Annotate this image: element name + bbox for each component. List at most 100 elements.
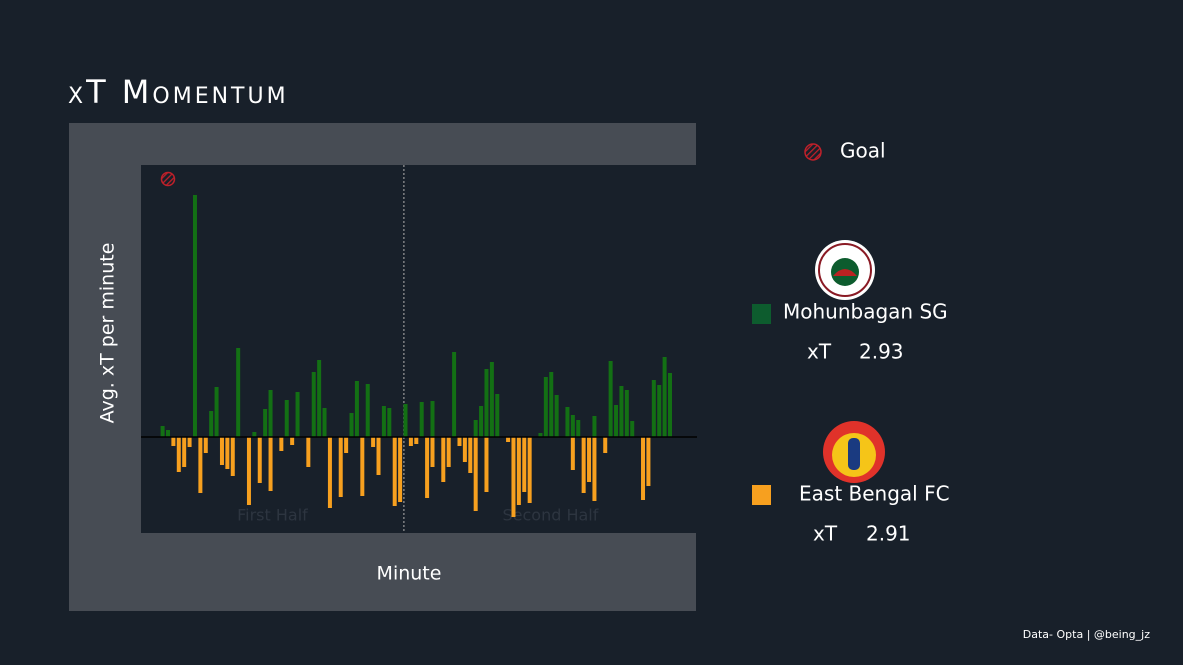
bar	[570, 437, 575, 470]
bar	[381, 406, 386, 437]
footer: Data- Opta | @being_jz	[1023, 628, 1150, 641]
bar	[662, 357, 667, 437]
bar	[214, 387, 219, 437]
bar	[257, 437, 262, 483]
bar	[576, 420, 581, 437]
bar	[462, 437, 467, 462]
bar	[446, 437, 451, 467]
bar	[587, 437, 592, 482]
bar	[306, 437, 311, 467]
bar	[565, 407, 570, 437]
bar	[484, 437, 489, 492]
bar	[279, 437, 284, 451]
legend-label: Goal	[840, 139, 886, 163]
bar	[414, 437, 419, 444]
legend-swatch	[804, 143, 822, 161]
bar	[554, 395, 559, 437]
bar	[403, 404, 408, 437]
chart-title: xT Momentum	[68, 73, 289, 111]
bar	[203, 437, 208, 453]
bar	[160, 426, 165, 437]
bar	[457, 437, 462, 446]
bar	[176, 437, 181, 472]
goal-marker	[160, 171, 176, 187]
bar	[516, 437, 521, 505]
bar	[284, 400, 289, 437]
bar	[468, 437, 473, 473]
legend: Goal Mohunbagan SG xT 2.93 East Bengal F…	[783, 139, 950, 546]
bar	[225, 437, 230, 469]
bar	[430, 401, 435, 437]
xt-label: xT	[813, 522, 838, 546]
bar	[263, 409, 268, 437]
bar	[236, 348, 241, 437]
bar	[430, 437, 435, 467]
y-axis-label: Avg. xT per minute	[97, 243, 119, 424]
bar	[408, 437, 413, 446]
bar	[317, 360, 322, 437]
bar	[230, 437, 235, 476]
bar	[360, 437, 365, 496]
half-label: Second Half	[502, 506, 598, 525]
bar	[392, 437, 397, 506]
bar	[182, 437, 187, 467]
bar	[473, 437, 478, 511]
bar	[219, 437, 224, 465]
bar	[473, 420, 478, 437]
bar	[581, 437, 586, 493]
half-label: First Half	[237, 506, 308, 525]
bar	[614, 405, 619, 437]
bar	[522, 437, 527, 492]
bar	[171, 437, 176, 446]
bar	[624, 390, 629, 437]
plot-area	[141, 165, 697, 533]
bar	[538, 433, 543, 437]
bar	[592, 416, 597, 437]
bar	[479, 406, 484, 437]
bar	[387, 408, 392, 437]
bar	[268, 437, 273, 491]
bar	[192, 195, 197, 437]
bar	[419, 402, 424, 437]
bar	[165, 430, 170, 437]
xt-total: 2.91	[866, 522, 911, 546]
xt-label: xT	[807, 340, 832, 364]
bar	[646, 437, 651, 486]
bar	[376, 437, 381, 475]
bar	[268, 390, 273, 437]
bar	[657, 385, 662, 437]
bar	[344, 437, 349, 453]
bar	[198, 437, 203, 493]
bar	[527, 437, 532, 503]
xt-total: 2.93	[859, 340, 904, 364]
bar	[506, 437, 511, 442]
bar	[365, 384, 370, 437]
legend-label: East Bengal FC	[799, 482, 950, 506]
bar	[246, 437, 251, 505]
x-axis-label: Minute	[377, 563, 442, 585]
bar	[570, 415, 575, 437]
bar	[441, 437, 446, 482]
bar	[327, 437, 332, 508]
bar	[608, 361, 613, 437]
bar	[209, 411, 214, 437]
bar	[322, 408, 327, 437]
bar	[252, 432, 257, 437]
bar	[398, 437, 403, 502]
bar	[187, 437, 192, 447]
bar	[425, 437, 430, 498]
bar	[489, 362, 494, 437]
bar	[484, 369, 489, 437]
bar	[630, 421, 635, 437]
bar	[354, 381, 359, 437]
bar	[349, 413, 354, 437]
bar	[641, 437, 646, 500]
bar	[371, 437, 376, 447]
bar	[603, 437, 608, 453]
home-logo	[815, 240, 875, 300]
bar	[290, 437, 295, 445]
legend-swatch	[752, 485, 771, 505]
bar	[295, 392, 300, 437]
bar	[592, 437, 597, 501]
